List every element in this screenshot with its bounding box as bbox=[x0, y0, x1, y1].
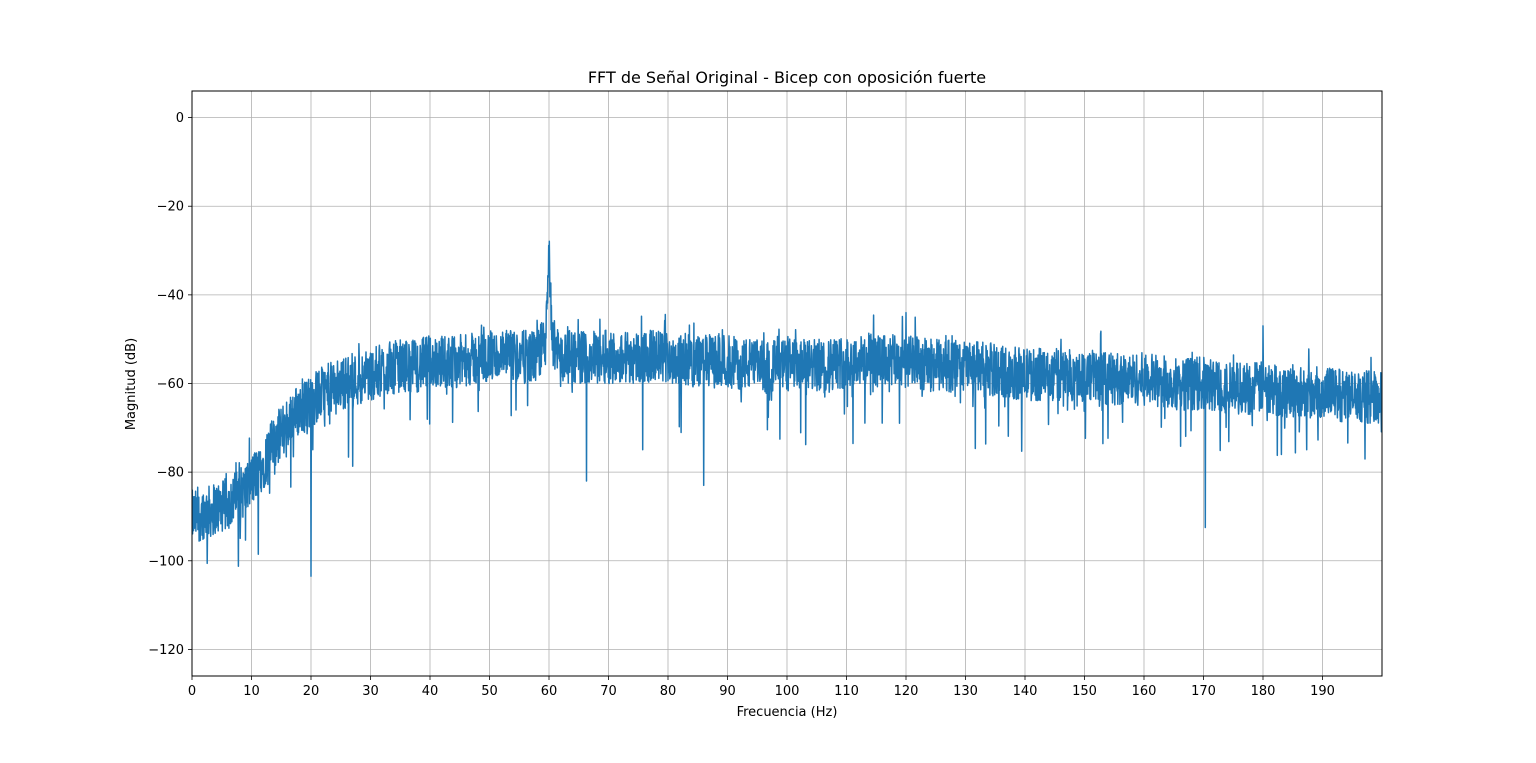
x-tick-label: 70 bbox=[600, 684, 617, 699]
y-tick-label: −40 bbox=[157, 288, 184, 303]
y-tick-label: −120 bbox=[148, 643, 184, 658]
x-tick-label: 10 bbox=[243, 684, 260, 699]
x-tick-label: 130 bbox=[953, 684, 978, 699]
x-tick-label: 50 bbox=[481, 684, 498, 699]
x-axis-label: Frecuencia (Hz) bbox=[737, 705, 838, 720]
x-tick-label: 190 bbox=[1310, 684, 1335, 699]
x-tick-label: 100 bbox=[775, 684, 800, 699]
y-tick-label: −100 bbox=[148, 554, 184, 569]
x-tick-label: 0 bbox=[188, 684, 196, 699]
y-tick-label: −80 bbox=[157, 466, 184, 481]
x-tick-label: 140 bbox=[1013, 684, 1038, 699]
x-tick-label: 30 bbox=[362, 684, 379, 699]
x-tick-label: 40 bbox=[422, 684, 439, 699]
x-tick-label: 60 bbox=[541, 684, 558, 699]
x-tick-label: 180 bbox=[1251, 684, 1276, 699]
x-tick-label: 160 bbox=[1132, 684, 1157, 699]
y-tick-label: −20 bbox=[157, 200, 184, 215]
fft-magnitude-line bbox=[192, 240, 1382, 578]
x-tick-label: 170 bbox=[1191, 684, 1216, 699]
y-tick-label: 0 bbox=[176, 111, 184, 126]
y-axis: 0 −20 −40 −60 −80 −100 −120 bbox=[148, 111, 192, 658]
x-tick-label: 110 bbox=[834, 684, 859, 699]
chart-title: FFT de Señal Original - Bicep con oposic… bbox=[588, 68, 986, 87]
y-tick-label: −60 bbox=[157, 377, 184, 392]
x-tick-label: 90 bbox=[719, 684, 736, 699]
y-axis-label: Magnitud (dB) bbox=[124, 338, 139, 430]
x-tick-label: 150 bbox=[1072, 684, 1097, 699]
x-tick-label: 20 bbox=[303, 684, 320, 699]
x-axis: 0 10 20 30 40 50 60 70 80 90 100 110 120 130 140 150 160… bbox=[188, 676, 1335, 699]
x-tick-label: 80 bbox=[660, 684, 677, 699]
x-tick-label: 120 bbox=[894, 684, 919, 699]
